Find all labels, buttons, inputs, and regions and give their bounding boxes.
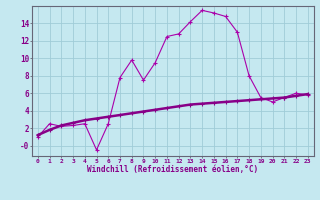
X-axis label: Windchill (Refroidissement éolien,°C): Windchill (Refroidissement éolien,°C) (87, 165, 258, 174)
